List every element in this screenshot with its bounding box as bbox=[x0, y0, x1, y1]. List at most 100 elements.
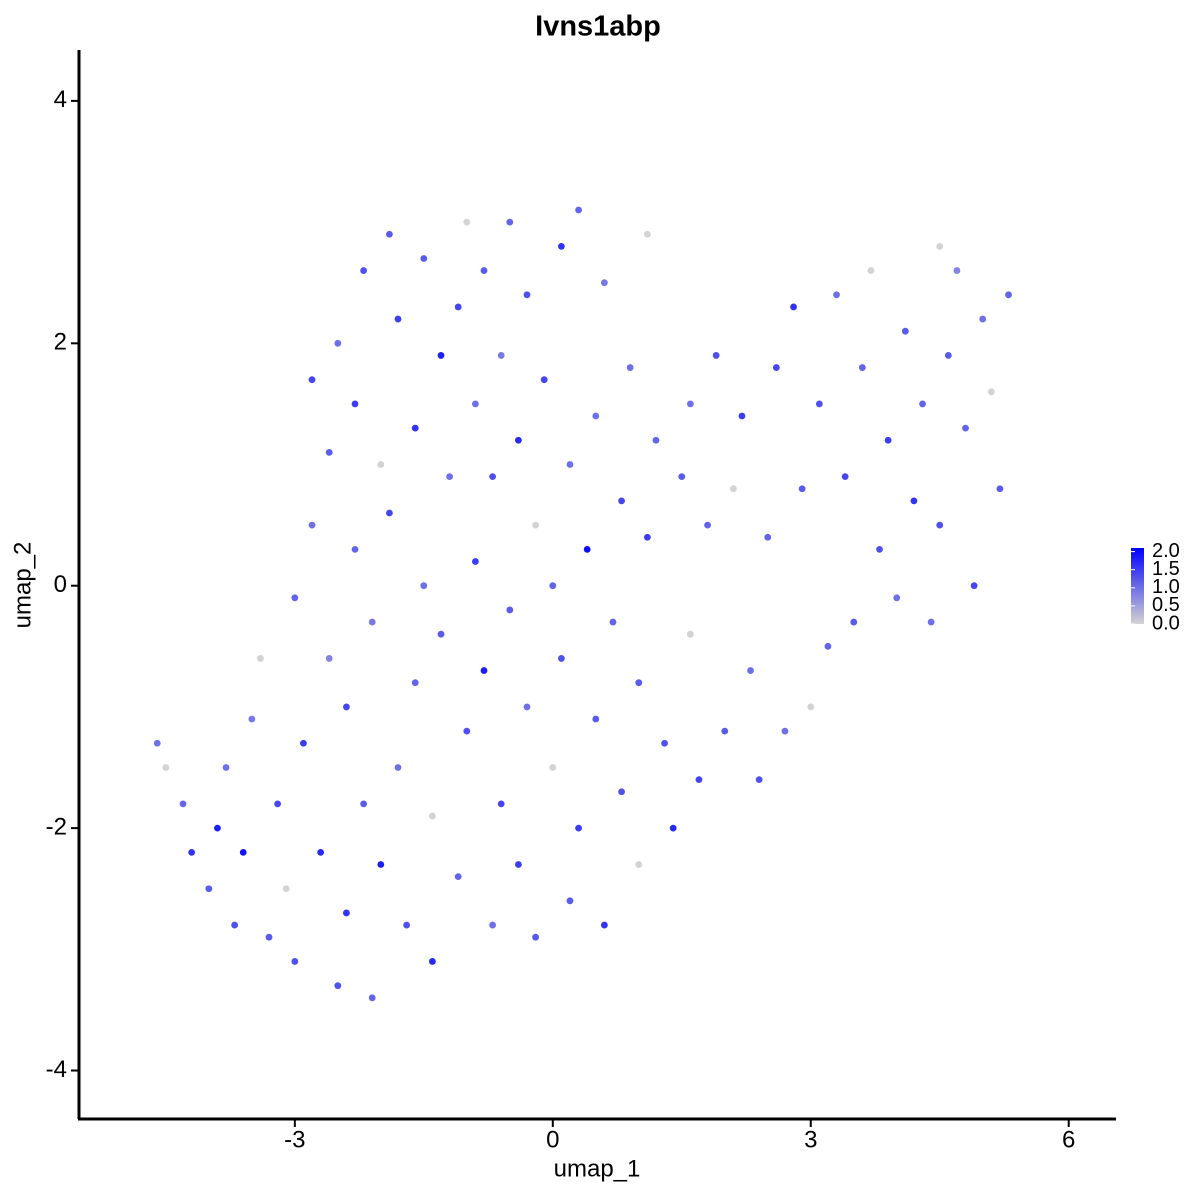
point bbox=[936, 242, 944, 250]
point bbox=[626, 364, 634, 371]
point bbox=[471, 400, 479, 408]
point bbox=[360, 800, 368, 808]
point bbox=[772, 364, 780, 371]
point bbox=[514, 436, 522, 444]
point bbox=[738, 412, 746, 420]
point bbox=[901, 327, 909, 335]
point bbox=[265, 933, 273, 941]
point bbox=[480, 267, 488, 274]
color-tick-label: 1.0 bbox=[1152, 576, 1180, 598]
point bbox=[360, 267, 368, 274]
point bbox=[291, 958, 299, 965]
y-axis-label: umap_2 bbox=[9, 542, 36, 629]
point bbox=[592, 715, 600, 723]
point bbox=[239, 848, 247, 856]
color-tick-label: 1.5 bbox=[1152, 558, 1180, 580]
point bbox=[497, 800, 505, 808]
point bbox=[996, 485, 1004, 493]
color-bar bbox=[1131, 548, 1144, 624]
point bbox=[893, 594, 901, 602]
color-tick-label: 2.0 bbox=[1152, 540, 1180, 562]
point bbox=[446, 473, 454, 481]
point bbox=[308, 521, 316, 529]
point bbox=[454, 303, 462, 311]
point bbox=[557, 242, 565, 250]
point bbox=[652, 436, 660, 444]
point bbox=[506, 218, 514, 226]
x-axis-label: umap_1 bbox=[554, 1155, 641, 1182]
point bbox=[532, 521, 539, 529]
point bbox=[368, 994, 376, 1002]
point bbox=[583, 545, 591, 553]
point bbox=[609, 618, 617, 626]
color-tick-label: 0.0 bbox=[1152, 612, 1180, 634]
points bbox=[153, 206, 1012, 1002]
point bbox=[351, 400, 359, 408]
point bbox=[429, 958, 436, 965]
point bbox=[927, 618, 935, 626]
point bbox=[686, 400, 694, 408]
point bbox=[618, 788, 625, 796]
point bbox=[394, 315, 402, 323]
point bbox=[729, 485, 737, 493]
point bbox=[532, 933, 539, 941]
point bbox=[618, 497, 625, 505]
point bbox=[635, 861, 643, 868]
point bbox=[514, 861, 522, 868]
point bbox=[858, 364, 866, 371]
point bbox=[876, 545, 883, 553]
point bbox=[403, 921, 411, 929]
point bbox=[566, 897, 574, 905]
point bbox=[919, 400, 926, 408]
point bbox=[386, 509, 393, 517]
point bbox=[257, 655, 264, 662]
point bbox=[884, 436, 892, 444]
point bbox=[549, 582, 557, 590]
point bbox=[343, 703, 350, 711]
point bbox=[308, 376, 316, 384]
point bbox=[850, 618, 858, 626]
point bbox=[463, 218, 471, 226]
point bbox=[334, 339, 342, 347]
point bbox=[592, 412, 600, 420]
point bbox=[420, 582, 428, 590]
point bbox=[815, 400, 823, 408]
point bbox=[282, 885, 290, 893]
point bbox=[841, 473, 849, 481]
color-tick-label: 0.5 bbox=[1152, 594, 1180, 616]
point bbox=[489, 473, 496, 481]
point bbox=[420, 255, 428, 262]
point bbox=[300, 739, 307, 747]
y-tick-label: 0 bbox=[54, 571, 67, 598]
point bbox=[386, 230, 393, 238]
point bbox=[480, 667, 488, 674]
point bbox=[575, 824, 582, 832]
point bbox=[695, 776, 703, 784]
point bbox=[755, 776, 763, 784]
point bbox=[987, 388, 995, 396]
point bbox=[523, 703, 531, 711]
point bbox=[274, 800, 282, 808]
point bbox=[291, 594, 299, 602]
point bbox=[497, 352, 505, 359]
point bbox=[540, 376, 548, 384]
chart-title: Ivns1abp bbox=[535, 11, 661, 43]
point bbox=[781, 727, 789, 735]
point bbox=[833, 291, 840, 299]
point bbox=[463, 727, 471, 735]
point bbox=[936, 521, 944, 529]
point bbox=[437, 352, 445, 359]
y-tick-label: 2 bbox=[54, 329, 67, 356]
point bbox=[437, 630, 445, 638]
point bbox=[635, 679, 643, 687]
y-tick-label: -2 bbox=[46, 813, 67, 840]
x-tick-label: 6 bbox=[1062, 1126, 1075, 1153]
point bbox=[747, 667, 754, 674]
point bbox=[153, 739, 161, 747]
point bbox=[979, 315, 987, 323]
point bbox=[600, 921, 608, 929]
point bbox=[394, 764, 402, 771]
point bbox=[1005, 291, 1012, 299]
point bbox=[643, 533, 651, 541]
x-tick-label: 0 bbox=[546, 1126, 559, 1153]
